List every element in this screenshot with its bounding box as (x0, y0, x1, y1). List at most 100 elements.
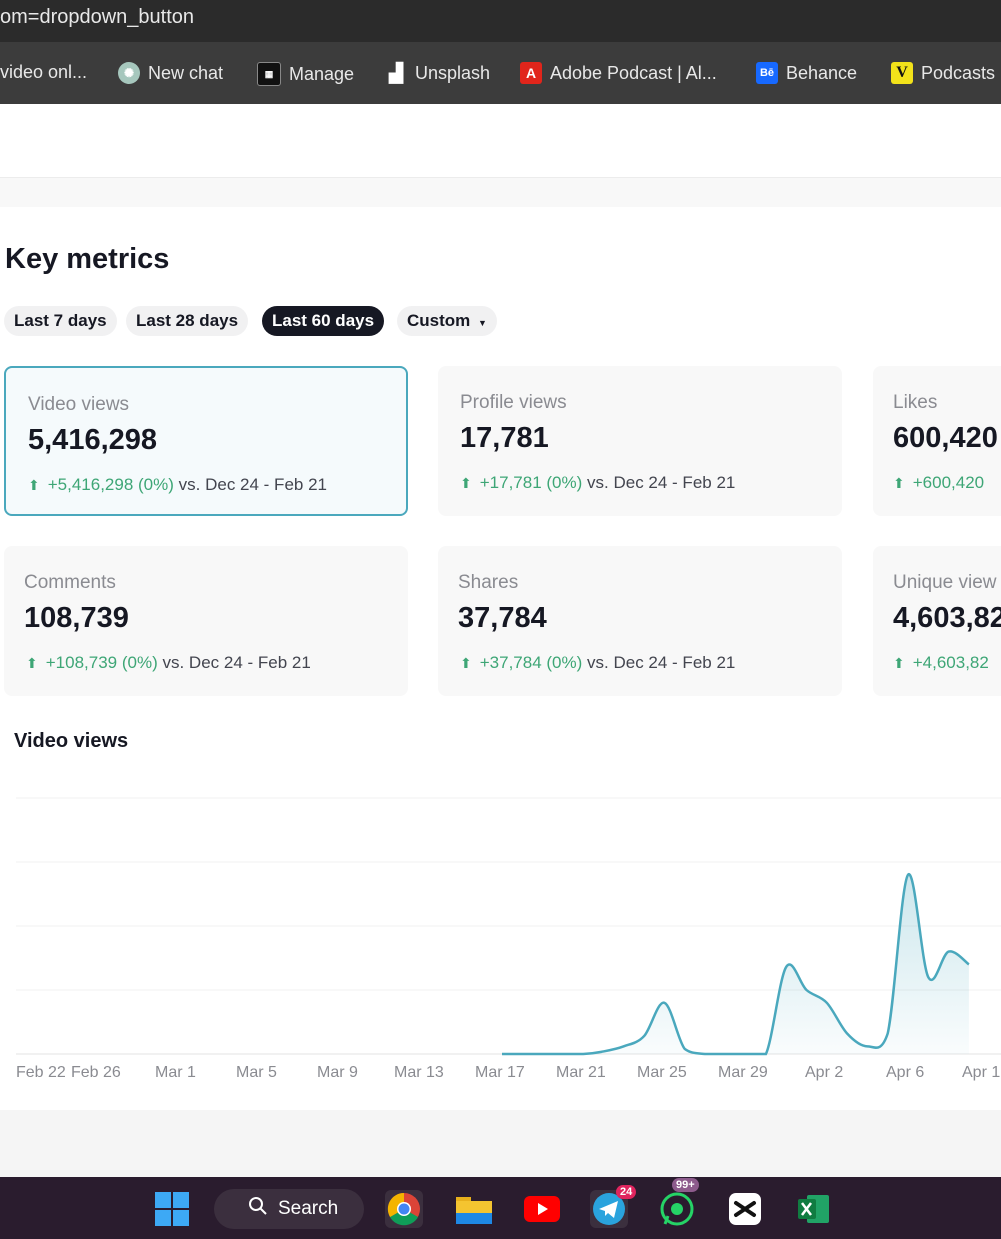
adobe-icon: A (520, 62, 542, 84)
analytics-panel: Key metrics Last 7 days Last 28 days Las… (0, 207, 1001, 1110)
bookmarks-bar: video onl... ✺ New chat ▦ Manage ▟ Unspl… (0, 42, 1001, 104)
range-last-28-days[interactable]: Last 28 days (126, 306, 249, 336)
metric-label: Profile views (460, 392, 567, 413)
manage-icon: ▦ (257, 62, 281, 86)
arrow-up-icon: ⬆ (460, 655, 472, 671)
address-bar[interactable]: om=dropdown_button (0, 0, 1001, 42)
range-last-60-days[interactable]: Last 60 days (262, 306, 385, 336)
series-line (502, 873, 970, 1056)
excel-icon[interactable] (795, 1190, 833, 1228)
delta-value: +37,784 (0%) (479, 653, 583, 672)
metric-value: 37,784 (458, 602, 547, 634)
bookmark-label: Podcasts (921, 62, 996, 83)
bookmark-video-online[interactable]: video onl... (0, 62, 87, 83)
bookmark-label: video onl... (0, 62, 88, 82)
x-tick-label: Mar 25 (637, 1064, 687, 1081)
metric-label: Comments (24, 572, 116, 593)
metric-delta: ⬆ +600,420 (893, 473, 984, 493)
x-tick-label: Apr 1 (962, 1064, 1000, 1081)
taskbar-search[interactable]: Search (214, 1189, 364, 1229)
arrow-up-icon: ⬆ (460, 475, 472, 491)
x-tick-label: Mar 29 (718, 1064, 768, 1081)
whatsapp-unread-badge: 99+ (672, 1178, 699, 1192)
metric-value: 17,781 (460, 422, 549, 454)
bookmark-label: Unsplash (415, 62, 491, 83)
taskbar: Search 24 99+ (0, 1177, 1001, 1239)
series-area (502, 874, 969, 1054)
whatsapp-icon[interactable]: 99+ (658, 1178, 699, 1228)
capcut-icon[interactable] (726, 1190, 764, 1228)
compare-range: vs. Dec 24 - Feb 21 (162, 653, 311, 672)
arrow-up-icon: ⬆ (893, 655, 905, 671)
metric-value: 600,420 (893, 422, 998, 454)
bookmark-manage[interactable]: ▦ Manage (257, 62, 354, 86)
arrow-up-icon: ⬆ (28, 477, 40, 493)
metric-delta: ⬆ +4,603,82 (893, 653, 989, 673)
bookmark-label: Adobe Podcast | Al... (550, 62, 717, 83)
file-explorer-icon[interactable] (455, 1190, 493, 1228)
metric-label: Shares (458, 572, 519, 593)
metric-value: 5,416,298 (28, 424, 158, 456)
metric-card-profile-views[interactable]: Profile views 17,781 ⬆ +17,781 (0%) vs. D… (438, 366, 842, 516)
metric-card-video-views[interactable]: Video views 5,416,298 ⬆ +5,416,298 (0%) v… (4, 366, 408, 516)
x-tick-label: Feb 22 (16, 1064, 66, 1081)
delta-value: +17,781 (0%) (479, 473, 583, 492)
chrome-icon[interactable] (385, 1190, 423, 1228)
x-tick-label: Feb 26 (71, 1064, 121, 1081)
compare-range: vs. Dec 24 - Feb 21 (587, 653, 736, 672)
delta-value: +108,739 (0%) (45, 653, 158, 672)
x-tick-label: Apr 6 (886, 1064, 924, 1081)
bookmark-label: New chat (148, 62, 224, 83)
delta-value: +5,416,298 (0%) (47, 475, 174, 494)
metric-card-likes[interactable]: Likes 600,420 ⬆ +600,420 (873, 366, 1001, 516)
video-views-chart[interactable]: Feb 22 Feb 26 Mar 1 Mar 5 Mar 9 Mar 13 Mar 17 M… (0, 767, 1001, 1097)
bookmark-unsplash[interactable]: ▟ Unsplash (385, 62, 490, 84)
metric-label: Likes (893, 392, 938, 413)
behance-icon: Bē (756, 62, 778, 84)
search-icon (248, 1196, 268, 1222)
section-divider (0, 177, 1001, 208)
podcasts-icon: V (891, 62, 913, 84)
x-tick-label: Mar 5 (236, 1064, 277, 1081)
bookmark-podcasts[interactable]: V Podcasts (891, 62, 995, 84)
metric-value: 4,603,82 (893, 602, 1001, 634)
telegram-unread-badge: 24 (616, 1185, 637, 1199)
delta-value: +4,603,82 (912, 653, 989, 672)
range-custom-dropdown[interactable]: Custom ▼ (397, 306, 497, 336)
unsplash-icon: ▟ (389, 62, 403, 83)
x-tick-label: Mar 13 (394, 1064, 444, 1081)
metric-card-unique-viewers[interactable]: Unique view 4,603,82 ⬆ +4,603,82 (873, 546, 1001, 696)
arrow-up-icon: ⬆ (893, 475, 905, 491)
page-footer-area (0, 1110, 1001, 1177)
x-tick-label: Mar 17 (475, 1064, 525, 1081)
compare-range: vs. Dec 24 - Feb 21 (178, 475, 327, 494)
bookmark-label: Manage (289, 63, 355, 84)
range-last-7-days[interactable]: Last 7 days (4, 306, 117, 336)
metric-card-shares[interactable]: Shares 37,784 ⬆ +37,784 (0%) vs. Dec 24 -… (438, 546, 842, 696)
metric-delta: ⬆ +5,416,298 (0%) vs. Dec 24 - Feb 21 (28, 475, 327, 495)
metric-label: Video views (28, 394, 130, 415)
bookmark-behance[interactable]: Bē Behance (756, 62, 857, 84)
metric-delta: ⬆ +17,781 (0%) vs. Dec 24 - Feb 21 (460, 473, 735, 493)
caret-down-icon: ▼ (478, 318, 487, 328)
metric-delta: ⬆ +108,739 (0%) vs. Dec 24 - Feb 21 (26, 653, 311, 673)
youtube-icon[interactable] (523, 1190, 561, 1228)
metric-card-comments[interactable]: Comments 108,739 ⬆ +108,739 (0%) vs. Dec … (4, 546, 408, 696)
bookmark-new-chat[interactable]: ✺ New chat (118, 62, 223, 84)
metric-value: 108,739 (24, 602, 129, 634)
telegram-icon[interactable]: 24 (590, 1185, 637, 1228)
search-label: Search (278, 1198, 339, 1219)
page-title: Key metrics (5, 243, 170, 275)
page-header-area (0, 104, 1001, 177)
x-tick-label: Mar 9 (317, 1064, 358, 1081)
bookmark-label: Behance (786, 62, 858, 83)
chart-title: Video views (14, 730, 129, 752)
windows-icon[interactable] (153, 1190, 191, 1228)
url-text[interactable]: om=dropdown_button (0, 6, 195, 28)
delta-value: +600,420 (912, 473, 985, 492)
bookmark-adobe-podcast[interactable]: A Adobe Podcast | Al... (520, 62, 717, 84)
chatgpt-icon: ✺ (118, 62, 140, 84)
range-custom-label: Custom (407, 311, 471, 330)
x-tick-label: Mar 21 (556, 1064, 606, 1081)
x-tick-label: Mar 1 (155, 1064, 196, 1081)
